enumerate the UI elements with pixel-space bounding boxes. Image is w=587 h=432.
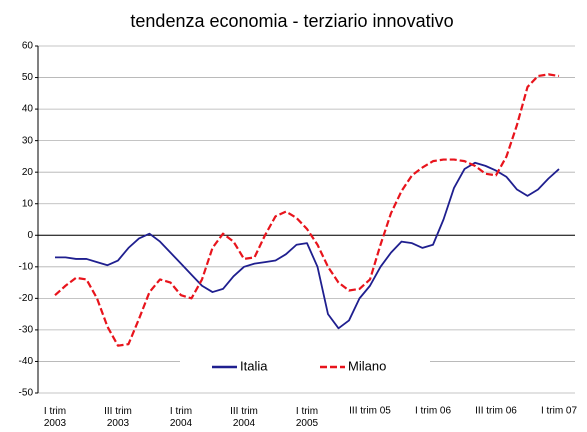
legend-label: Italia: [240, 358, 268, 373]
y-tick-label: 40: [22, 104, 34, 115]
legend-box: [180, 357, 430, 377]
y-tick-label: 30: [22, 135, 34, 146]
y-tick-label: 10: [22, 198, 34, 209]
x-tick-label: I trim 2005: [296, 406, 319, 429]
y-tick-label: 60: [22, 41, 34, 52]
y-tick-label: 0: [27, 230, 33, 241]
x-tick-label: III trim 2004: [230, 406, 258, 429]
y-tick-label: -10: [19, 261, 34, 272]
x-tick-label: I trim 06: [415, 406, 452, 417]
y-tick-label: 20: [22, 167, 34, 178]
legend-label: Milano: [348, 358, 386, 373]
y-tick-label: -20: [19, 293, 34, 304]
y-tick-label: -30: [19, 325, 34, 336]
x-tick-label: I trim 2004: [170, 406, 193, 429]
x-tick-label: III trim 06: [475, 406, 517, 417]
y-tick-label: -40: [19, 356, 34, 367]
data-line: [54, 73, 560, 347]
x-tick-label: I trim 2003: [44, 406, 67, 429]
x-tick-label: I trim 07: [541, 406, 578, 417]
y-tick-label: 50: [22, 72, 34, 83]
data-line: [55, 161, 560, 330]
chart-title: tendenza economia - terziario innovativo: [130, 11, 453, 31]
x-tick-label: III trim 2003: [104, 406, 132, 429]
x-tick-label: III trim 05: [349, 406, 391, 417]
y-tick-label: -50: [19, 388, 34, 399]
